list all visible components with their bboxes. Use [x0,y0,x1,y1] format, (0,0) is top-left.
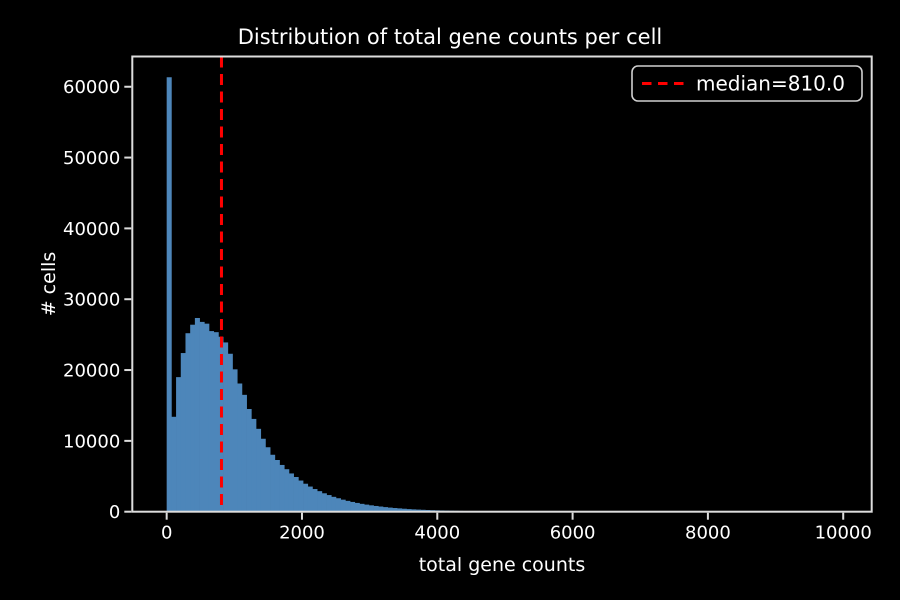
histogram-bar [359,503,365,512]
histogram-bar [345,500,351,512]
histogram-bar [317,491,323,512]
histogram-bar [176,377,182,512]
x-tick-label: 0 [161,523,172,544]
y-axis-ticks: 0 10000 20000 30000 40000 50000 60000 [63,77,132,523]
histogram-bar [288,473,294,512]
histogram-bar [326,495,332,512]
histogram-bar [232,369,238,512]
histogram-bar [392,508,398,512]
histogram-bar [279,464,285,512]
histogram-bar [378,506,384,512]
legend-box [631,65,863,102]
x-axis-ticks: 0 2000 4000 6000 8000 10000 [161,512,872,544]
legend-label: median=810.0 [696,72,845,96]
histogram-bar [354,502,360,512]
histogram-bar [246,409,252,512]
histogram-bar [284,469,290,512]
histogram-bar [298,480,304,512]
histogram-bar [185,333,191,512]
histogram-bar [387,507,393,512]
histogram-bar [260,438,266,512]
histogram-bar [397,508,403,512]
histogram-bar [213,332,219,512]
axes-spines [131,55,873,513]
histogram-bar [335,498,341,512]
histogram-bar [411,509,417,512]
histogram-bar [364,504,370,512]
histogram-bar [199,321,205,512]
y-tick-label: 20000 [63,361,120,382]
histogram-bar [251,418,257,512]
histogram-bar [270,454,276,512]
y-tick-label: 10000 [63,431,120,452]
histogram-bar [350,501,356,512]
chart-title: Distribution of total gene counts per ce… [238,25,663,49]
histogram-bar [194,317,200,512]
x-tick-label: 6000 [550,523,596,544]
histogram-bar [382,507,389,512]
histogram-bar [293,477,299,512]
histogram-bar [265,447,271,512]
histogram-bar [312,489,318,512]
histogram-bar [237,383,243,512]
legend: median=810.0 [631,65,863,102]
histogram-bar [331,496,337,512]
x-tick-label: 4000 [414,523,460,544]
histogram-bar [274,460,280,512]
x-tick-label: 2000 [279,523,325,544]
histogram-bar [340,499,346,512]
histogram-bar [190,324,196,512]
histogram-bar [180,353,186,512]
histogram-bar [401,508,407,512]
x-tick-label: 8000 [685,523,731,544]
histogram-bar [415,509,421,512]
x-tick-label: 10000 [815,523,872,544]
histogram-bar [208,331,215,512]
histogram-bar [204,323,210,512]
y-tick-label: 0 [109,502,120,523]
histogram-bar [223,342,229,512]
histogram-bar [373,505,379,512]
histogram-bar [307,486,313,512]
histogram-bar [171,416,177,512]
y-tick-label: 30000 [63,290,120,311]
histogram-bar [368,505,374,512]
histogram-bar [166,77,172,512]
histogram-bar [227,353,233,512]
histogram-bar [406,509,412,512]
x-axis-label: total gene counts [419,554,586,576]
histogram-bars [166,77,473,512]
histogram-bar [241,394,247,512]
y-axis-label: # cells [38,252,60,317]
y-tick-label: 40000 [63,219,120,240]
histogram-bar [321,493,327,512]
histogram-bar [256,428,262,512]
y-tick-label: 50000 [63,148,120,169]
histogram-bar [303,483,309,512]
y-tick-label: 60000 [63,77,120,98]
